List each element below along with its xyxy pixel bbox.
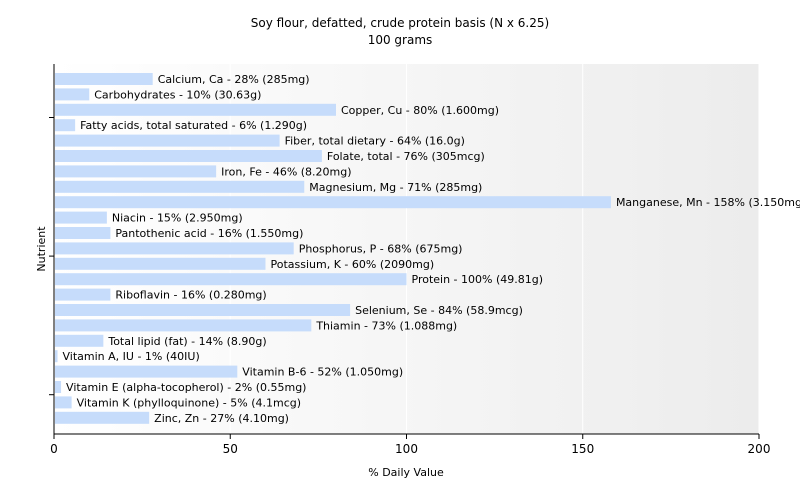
x-tick-label: 50	[223, 442, 238, 456]
bar-label: Thiamin - 73% (1.088mg)	[315, 319, 457, 332]
bar-label: Vitamin A, IU - 1% (40IU)	[63, 350, 200, 363]
bar-label: Pantothenic acid - 16% (1.550mg)	[115, 227, 303, 240]
bar-label: Fiber, total dietary - 64% (16.0g)	[285, 135, 465, 148]
x-axis-title: % Daily Value	[368, 466, 444, 479]
bar-label: Selenium, Se - 84% (58.9mcg)	[355, 304, 523, 317]
bar	[55, 119, 76, 132]
y-axis-ticks	[49, 117, 54, 396]
bar	[55, 73, 153, 85]
bar	[55, 165, 217, 178]
bar-label: Calcium, Ca - 28% (285mg)	[158, 73, 310, 86]
bar	[55, 396, 72, 409]
bar-label: Carbohydrates - 10% (30.63g)	[94, 88, 261, 101]
bar	[55, 180, 305, 193]
bar	[55, 334, 104, 347]
chart-title: Soy flour, defatted, crude protein basis…	[251, 16, 549, 30]
bar-labels: Calcium, Ca - 28% (285mg) Carbohydrates -…	[63, 73, 800, 425]
bar	[55, 350, 58, 363]
bar	[55, 211, 107, 224]
bar	[55, 103, 336, 116]
bar-label: Potassium, K - 60% (2090mg)	[271, 258, 435, 271]
bar-label: Total lipid (fat) - 14% (8.90g)	[107, 335, 266, 348]
y-axis-title: Nutrient	[35, 226, 48, 272]
bar-label: Riboflavin - 16% (0.280mg)	[115, 289, 266, 302]
bar-label: Zinc, Zn - 27% (4.10mg)	[154, 412, 289, 425]
bar	[55, 304, 351, 316]
x-tick-label: 100	[395, 442, 418, 456]
bar	[55, 196, 611, 209]
bar	[55, 134, 280, 147]
bar	[55, 150, 322, 162]
bar-label: Vitamin E (alpha-tocopherol) - 2% (0.55m…	[66, 381, 306, 394]
bar	[55, 273, 407, 286]
x-tick-label: 0	[50, 442, 58, 456]
bar-label: Niacin - 15% (2.950mg)	[112, 212, 243, 225]
bar-label: Vitamin B-6 - 52% (1.050mg)	[242, 366, 403, 379]
bar	[55, 381, 62, 393]
bar-label: Fatty acids, total saturated - 6% (1.290…	[80, 119, 307, 132]
bar-label: Copper, Cu - 80% (1.600mg)	[341, 104, 499, 117]
bar	[55, 88, 90, 101]
bar	[55, 242, 294, 255]
bar-label: Magnesium, Mg - 71% (285mg)	[309, 181, 482, 194]
bar-label: Iron, Fe - 46% (8.20mg)	[221, 165, 351, 178]
bar	[55, 319, 312, 332]
bar	[55, 257, 266, 270]
chart-subtitle: 100 grams	[368, 33, 433, 47]
x-tick-label: 150	[571, 442, 594, 456]
bar-label: Vitamin K (phylloquinone) - 5% (4.1mcg)	[77, 396, 301, 409]
x-tick-label: 200	[748, 442, 771, 456]
bar-label: Manganese, Mn - 158% (3.150mg)	[616, 196, 800, 209]
bar-label: Phosphorus, P - 68% (675mg)	[299, 242, 463, 255]
x-axis-ticks: 0 50 100 150 200	[50, 434, 770, 456]
bar	[55, 288, 111, 301]
bar	[55, 365, 238, 378]
bars	[55, 73, 611, 424]
bar	[55, 411, 150, 424]
bar	[55, 227, 111, 239]
bar-label: Folate, total - 76% (305mcg)	[327, 150, 485, 163]
bar-label: Protein - 100% (49.81g)	[412, 273, 544, 286]
